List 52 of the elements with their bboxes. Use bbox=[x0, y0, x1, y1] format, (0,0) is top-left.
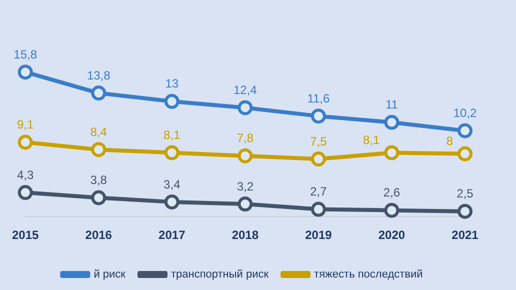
data-label: 7,5 bbox=[310, 134, 328, 148]
x-tick-label: 2020 bbox=[378, 228, 406, 242]
x-tick-label: 2016 bbox=[85, 228, 112, 242]
point bbox=[384, 145, 400, 160]
point bbox=[18, 185, 33, 200]
data-label: 3,8 bbox=[90, 173, 108, 188]
data-label: 8,1 bbox=[363, 133, 380, 148]
point bbox=[458, 123, 472, 138]
legend-label: тяжесть последствий bbox=[314, 268, 423, 281]
data-label: 4,3 bbox=[17, 168, 34, 182]
point bbox=[164, 194, 180, 210]
point bbox=[164, 94, 180, 109]
point bbox=[18, 134, 33, 150]
point bbox=[238, 100, 253, 116]
point bbox=[384, 114, 400, 130]
point bbox=[91, 86, 106, 101]
data-label: 8,1 bbox=[164, 128, 181, 142]
x-tick-label: 2017 bbox=[158, 228, 186, 242]
point bbox=[310, 108, 326, 124]
x-tick-label: 2019 bbox=[305, 228, 332, 242]
data-label: 2,5 bbox=[456, 186, 474, 201]
point bbox=[164, 145, 180, 160]
point bbox=[238, 196, 253, 212]
legend-label: й риск bbox=[94, 268, 126, 281]
data-label: 3,4 bbox=[164, 177, 181, 192]
data-label: 10,2 bbox=[453, 106, 477, 120]
data-label: 2,6 bbox=[383, 186, 400, 200]
data-label: 8,4 bbox=[90, 124, 108, 139]
point bbox=[238, 148, 253, 164]
legend-label: транспортный риск bbox=[170, 268, 269, 281]
point bbox=[310, 152, 326, 167]
point bbox=[384, 202, 400, 218]
data-label: 15,8 bbox=[14, 47, 38, 62]
point bbox=[18, 64, 33, 80]
point bbox=[91, 190, 106, 206]
data-label: 8 bbox=[446, 134, 454, 148]
point bbox=[458, 146, 472, 162]
data-label: 11 bbox=[385, 98, 398, 112]
data-label: 7,8 bbox=[236, 131, 254, 146]
point bbox=[458, 204, 472, 219]
point bbox=[310, 202, 326, 217]
data-label: 13 bbox=[165, 76, 179, 91]
data-label: 3,2 bbox=[236, 179, 254, 194]
x-tick-label: 2021 bbox=[452, 228, 479, 242]
data-label: 9,1 bbox=[17, 118, 34, 132]
x-tick-label: 2015 bbox=[12, 228, 40, 242]
point bbox=[91, 142, 106, 158]
x-tick-label: 2018 bbox=[232, 228, 259, 242]
data-label: 13,8 bbox=[86, 68, 111, 82]
data-label: 2,7 bbox=[310, 184, 328, 199]
data-label: 12,4 bbox=[233, 83, 258, 98]
data-label: 11,6 bbox=[307, 91, 330, 106]
